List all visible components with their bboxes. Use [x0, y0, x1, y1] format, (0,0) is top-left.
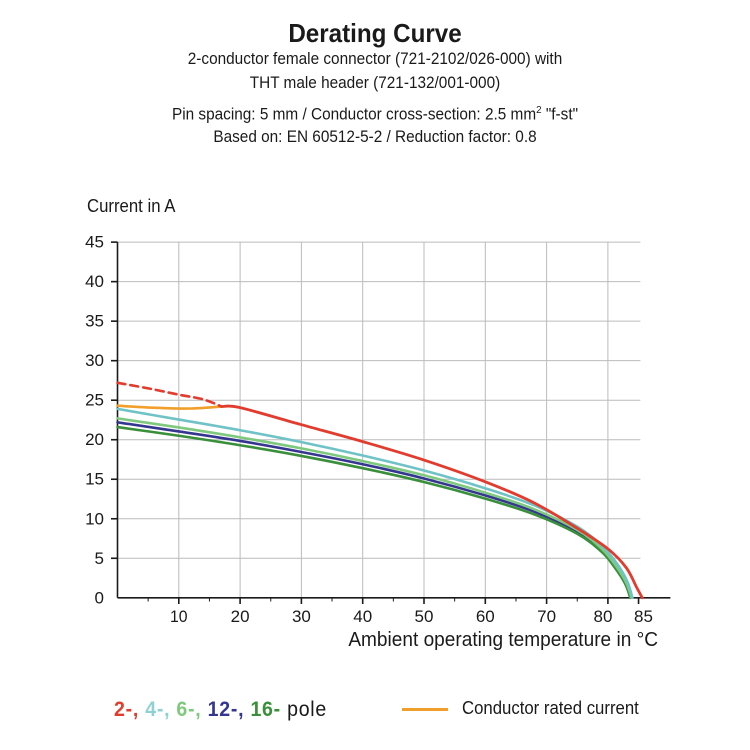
- svg-text:25: 25: [85, 391, 104, 410]
- svg-text:50: 50: [415, 607, 434, 626]
- svg-text:70: 70: [537, 607, 556, 626]
- svg-text:40: 40: [353, 607, 372, 626]
- svg-text:10: 10: [85, 509, 104, 528]
- svg-text:20: 20: [231, 607, 250, 626]
- svg-text:10: 10: [170, 608, 188, 627]
- svg-text:30: 30: [292, 607, 311, 626]
- svg-text:20: 20: [85, 430, 104, 449]
- svg-text:0: 0: [95, 588, 104, 607]
- svg-text:35: 35: [85, 312, 104, 331]
- svg-text:60: 60: [476, 607, 495, 626]
- svg-text:80: 80: [594, 607, 613, 626]
- svg-text:40: 40: [85, 272, 104, 291]
- svg-text:5: 5: [95, 549, 104, 568]
- svg-text:85: 85: [634, 607, 653, 626]
- svg-text:30: 30: [85, 351, 104, 370]
- svg-text:45: 45: [85, 233, 104, 252]
- svg-text:15: 15: [85, 470, 104, 489]
